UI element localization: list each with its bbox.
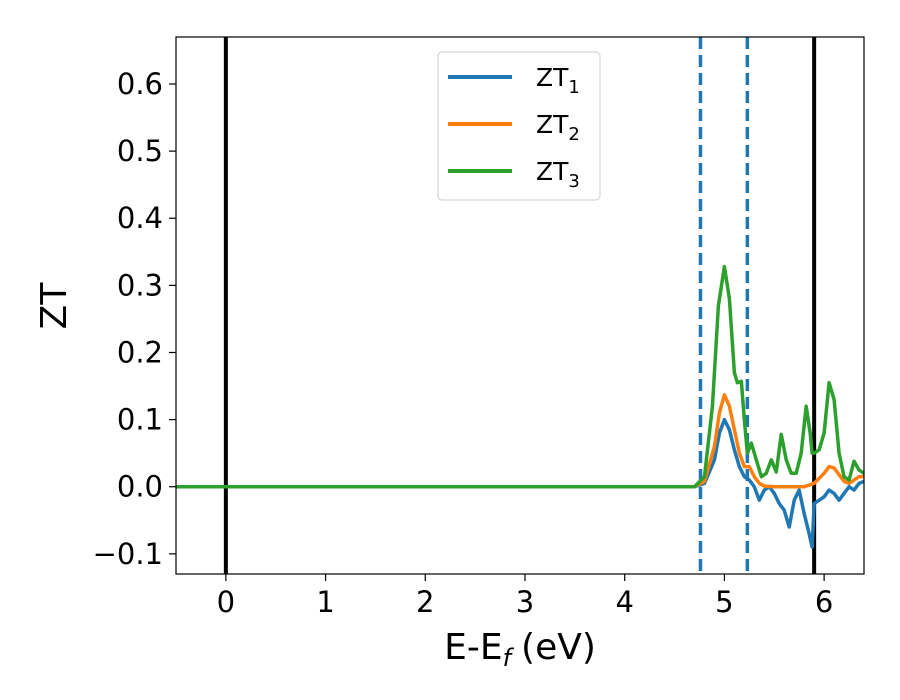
y-tick-label: 0.2: [117, 335, 163, 369]
legend-label-2: ZT2: [536, 110, 580, 145]
x-tick-label: 4: [615, 585, 633, 619]
x-tick-label: 5: [715, 585, 733, 619]
x-tick-label: 1: [316, 585, 334, 619]
y-tick-label: 0.1: [117, 403, 163, 437]
x-axis-title: E-Ef (eV): [444, 627, 596, 672]
x-axis-title-main: E-E: [444, 627, 502, 668]
legend-label-3: ZT3: [536, 157, 580, 192]
series-line-3: [176, 264, 864, 489]
legend-label-1: ZT1: [536, 63, 580, 98]
series-lines: [176, 264, 864, 549]
legend-frame: [437, 51, 601, 201]
legend: ZT1 ZT2 ZT3: [437, 51, 601, 201]
y-tick-label: −0.1: [93, 537, 163, 571]
y-tick-label: 0.4: [117, 201, 163, 235]
y-tick-label: 0.5: [117, 134, 163, 168]
series-line-1: [176, 417, 864, 549]
y-axis-ticks: −0.1 0.0 0.1 0.2 0.3 0.4 0.5 0.6: [93, 67, 176, 571]
x-tick-label: 0: [217, 585, 235, 619]
x-axis-title-subscript: f: [503, 644, 515, 672]
y-axis-title: ZT: [34, 282, 75, 330]
x-tick-label: 2: [416, 585, 434, 619]
series-line-2: [176, 393, 864, 489]
x-tick-label: 6: [815, 585, 833, 619]
y-tick-label: 0.3: [117, 268, 163, 302]
x-axis-ticks: 0 1 2 3 4 5 6: [217, 574, 833, 619]
x-axis-title-unit: (eV): [521, 627, 596, 668]
x-tick-label: 3: [516, 585, 534, 619]
y-tick-label: 0.6: [117, 67, 163, 101]
plot-frame: [175, 36, 865, 575]
y-tick-label: 0.0: [117, 470, 163, 504]
